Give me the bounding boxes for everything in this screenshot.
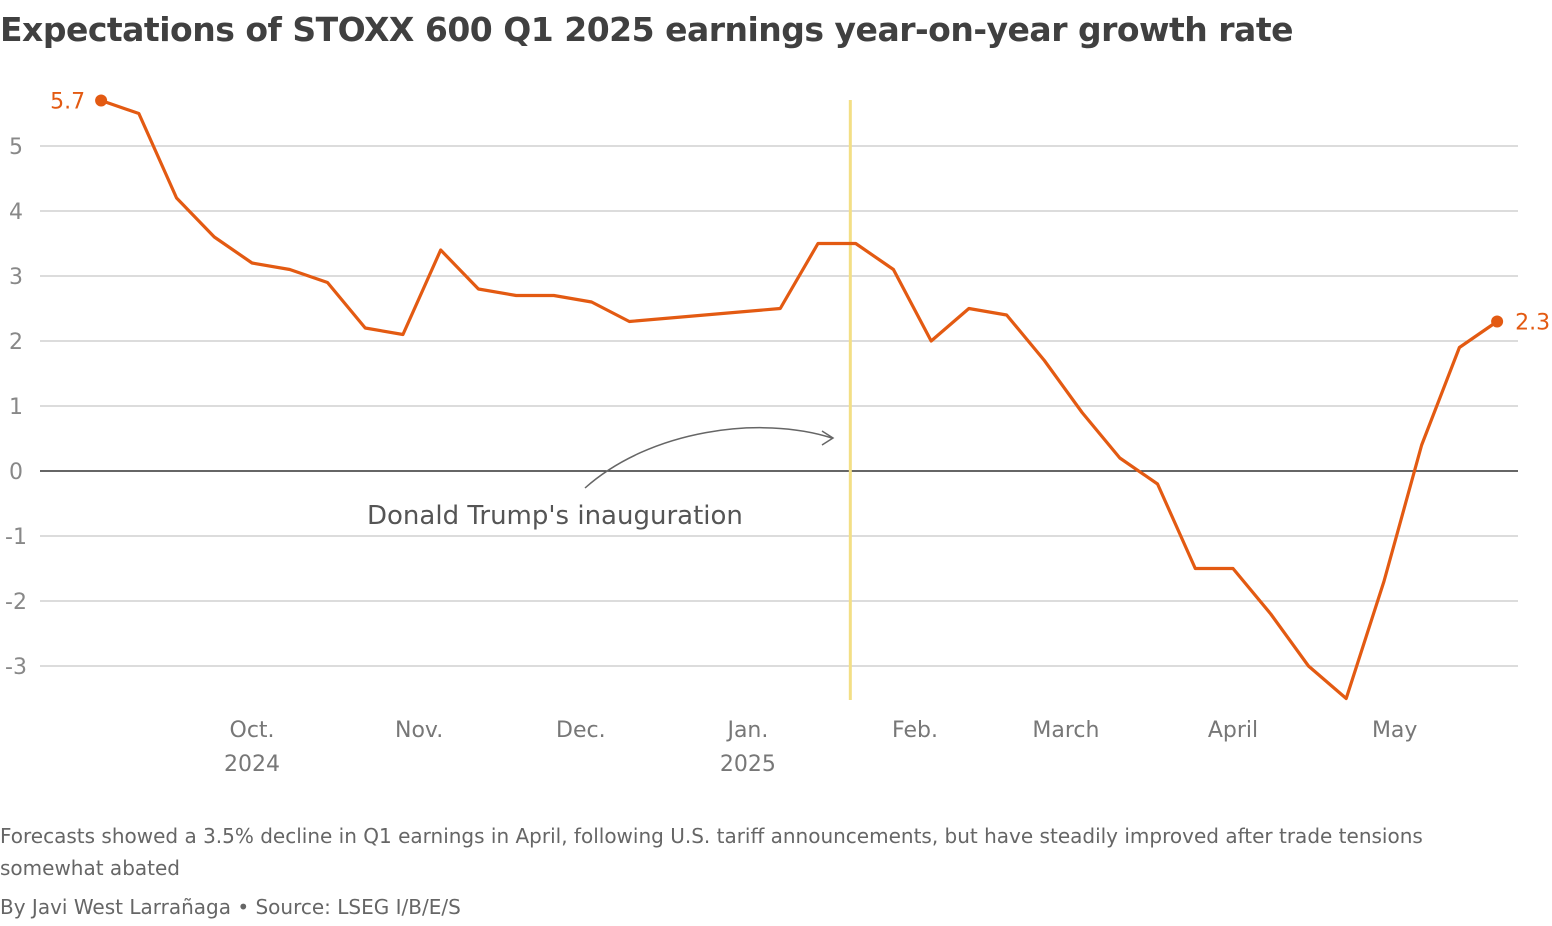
- y-tick-label: -2: [5, 590, 27, 615]
- data-point: [1491, 315, 1504, 328]
- series-line: [100, 98, 1499, 701]
- y-tick-label: 5: [9, 135, 23, 160]
- y-tick-label: -3: [5, 655, 27, 680]
- annotation-arrow: [584, 426, 833, 489]
- x-tick-label: May: [1372, 718, 1417, 743]
- x-tick-year-label: 2024: [224, 752, 280, 777]
- arrow-head-icon: [821, 430, 835, 446]
- y-tick-label: 4: [9, 200, 23, 225]
- caption: Forecasts showed a 3.5% decline in Q1 ea…: [0, 824, 1423, 880]
- x-tick-label: Feb.: [892, 718, 938, 743]
- line-chart: 5 4 3 2 1 0 -1 -2 -3 Oct. 2024 Nov. Dec. Jan. 2025 Feb…: [5, 90, 1550, 778]
- y-tick-label: 3: [9, 265, 23, 290]
- annotation-text: Donald Trump's inauguration: [367, 501, 743, 531]
- x-tick-label: Nov.: [395, 718, 443, 743]
- x-tick-label: Jan.: [725, 718, 768, 743]
- chart-title: Expectations of STOXX 600 Q1 2025 earnin…: [0, 10, 1293, 49]
- byline: By Javi West Larrañaga • Source: LSEG I/…: [0, 895, 461, 919]
- first-value-label: 5.7: [50, 90, 85, 115]
- data-point: [95, 94, 108, 107]
- series: 5.7 2.3: [50, 90, 1550, 701]
- x-tick-label: Oct.: [230, 718, 275, 743]
- y-tick-label: -1: [5, 525, 27, 550]
- y-axis-ticks: 5 4 3 2 1 0 -1 -2 -3: [5, 135, 27, 680]
- x-tick-label: April: [1208, 718, 1258, 743]
- y-tick-label: 2: [9, 330, 23, 355]
- x-tick-label: Dec.: [556, 718, 606, 743]
- x-tick-year-label: 2025: [720, 752, 776, 777]
- gridlines: [40, 145, 1518, 667]
- x-axis-ticks: Oct. 2024 Nov. Dec. Jan. 2025 Feb. March April Ma…: [224, 718, 1417, 777]
- y-tick-label: 1: [9, 395, 23, 420]
- last-value-label: 2.3: [1515, 311, 1550, 336]
- annotation: Donald Trump's inauguration: [367, 100, 852, 700]
- y-tick-label: 0: [9, 460, 23, 485]
- x-tick-label: March: [1032, 718, 1099, 743]
